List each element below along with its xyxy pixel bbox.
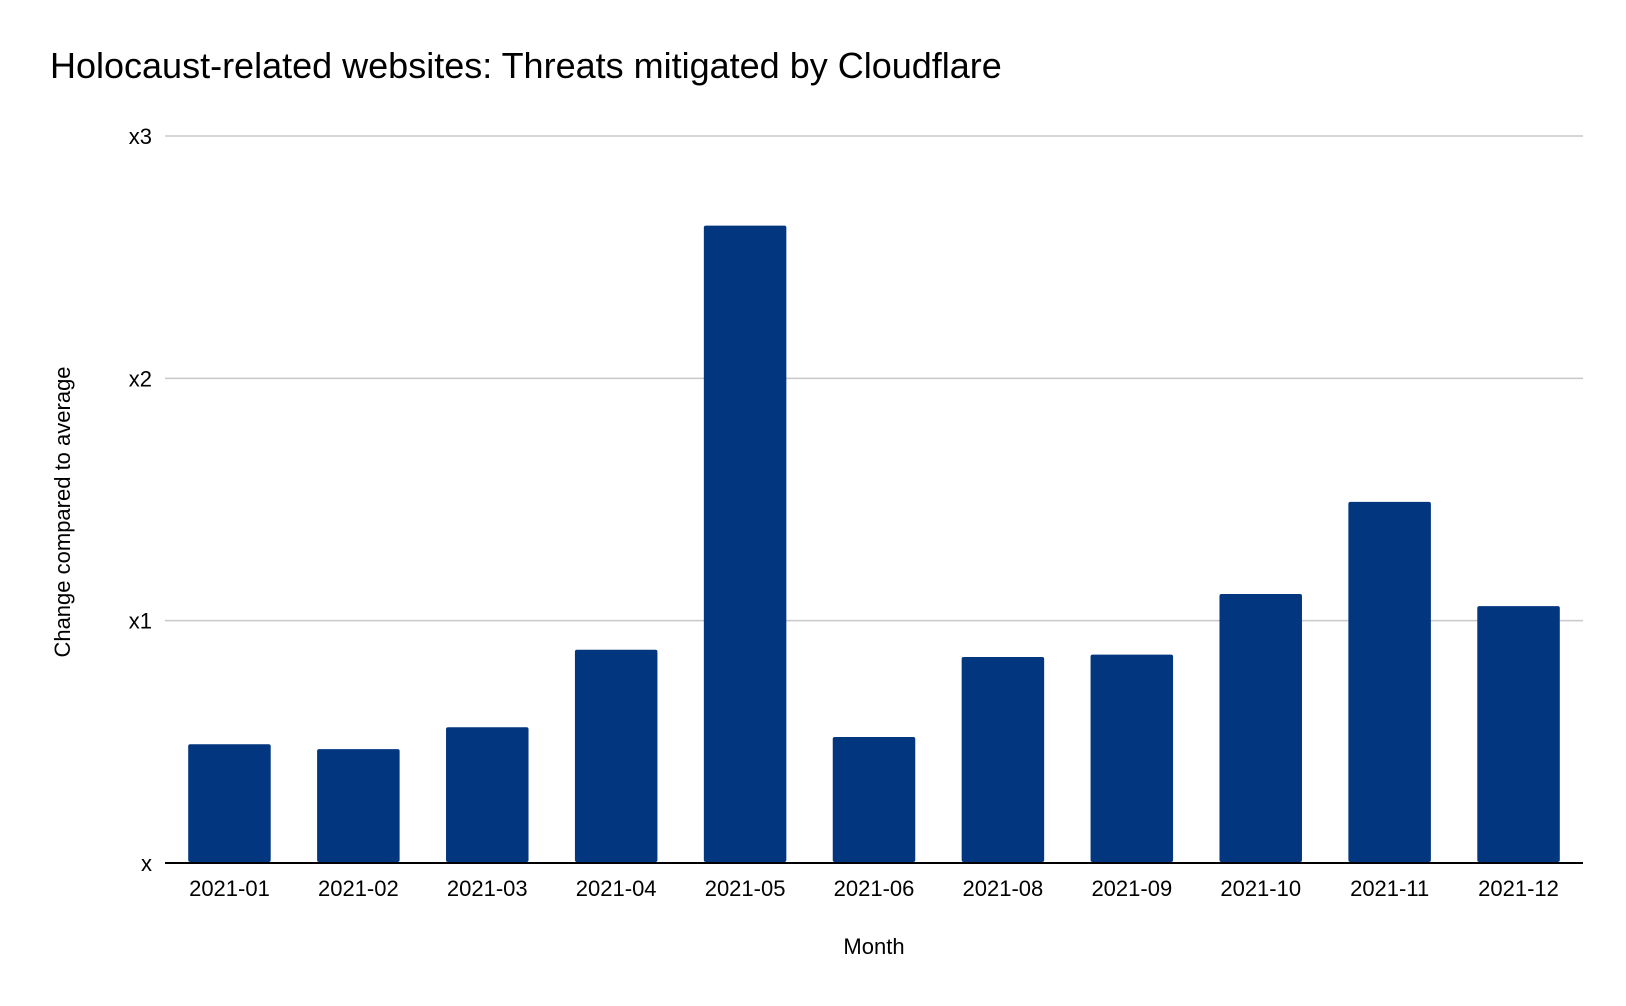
bar-2021-06 xyxy=(832,736,916,862)
y-tick-label: x2 xyxy=(129,366,152,391)
x-tick-labels: 2021-01 2021-02 2021-03 2021-04 2021-05 2021-… xyxy=(189,876,1559,901)
bar-2021-10 xyxy=(1219,594,1302,862)
x-tick-label: 2021-11 xyxy=(1350,876,1429,901)
x-axis-title: Month xyxy=(843,934,904,959)
x-tick-label: 2021-12 xyxy=(1478,876,1559,901)
bar-2021-11 xyxy=(1348,501,1431,862)
x-tick-label: 2021-04 xyxy=(576,876,657,901)
y-tick-label: x3 xyxy=(129,124,152,149)
chart-title: Holocaust-related websites: Threats miti… xyxy=(50,45,1002,86)
x-tick-label: 2021-08 xyxy=(963,876,1044,901)
x-tick-label: 2021-03 xyxy=(447,876,528,901)
bar-2021-03 xyxy=(446,727,529,862)
x-tick-label: 2021-05 xyxy=(705,876,786,901)
bar-2021-01 xyxy=(188,744,271,862)
bar-2021-02 xyxy=(317,749,400,862)
x-tick-label: 2021-02 xyxy=(318,876,399,901)
x-tick-label: 2021-09 xyxy=(1091,876,1172,901)
y-tick-label: x xyxy=(141,851,152,876)
bar-2021-12 xyxy=(1477,606,1560,862)
y-tick-label: x1 xyxy=(129,609,152,634)
bar-2021-05 xyxy=(703,225,787,862)
gridlines xyxy=(165,135,1583,864)
y-tick-labels: x x1 x2 x3 xyxy=(129,124,152,876)
bars xyxy=(188,225,1560,862)
bar-2021-04 xyxy=(574,649,658,862)
x-tick-label: 2021-01 xyxy=(189,876,270,901)
x-tick-label: 2021-10 xyxy=(1220,876,1301,901)
y-axis-title: Change compared to average xyxy=(50,366,75,657)
bar-2021-08 xyxy=(961,657,1045,862)
x-tick-label: 2021-06 xyxy=(834,876,915,901)
bar-2021-09 xyxy=(1090,654,1174,862)
